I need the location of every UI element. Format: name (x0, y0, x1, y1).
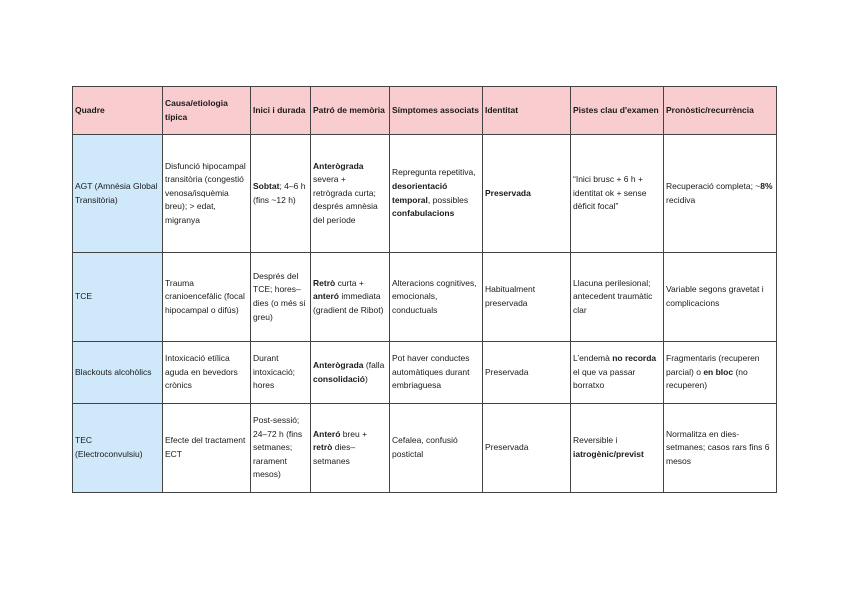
header-cell: Identitat (482, 86, 571, 135)
onset-cell: Durant intoxicació; hores (250, 341, 311, 404)
header-cell: Pronòstic/recurrència (663, 86, 777, 135)
onset-cell: Post-sessió; 24–72 h (fins setmanes; rar… (250, 403, 311, 493)
identity-cell: Preservada (482, 134, 571, 253)
clues-cell: Reversible i iatrogènic/previst (570, 403, 664, 493)
symptoms-cell: Alteracions cognitives, emocionals, cond… (389, 252, 483, 342)
table-row: AGT (Amnèsia Global Transitòria) Disfunc… (72, 134, 777, 253)
cause-cell: Trauma cranioencefàlic (focal hipocampal… (162, 252, 251, 342)
symptoms-cell: Repregunta repetitiva, desorientació tem… (389, 134, 483, 253)
header-cell: Inici i durada (250, 86, 311, 135)
cause-cell: Intoxicació etílica aguda en bevedors cr… (162, 341, 251, 404)
prognosis-cell: Variable segons gravetat i complicacions (663, 252, 777, 342)
table-row: TCE Trauma cranioencefàlic (focal hipoca… (72, 252, 777, 342)
header-cell: Pistes clau d'examen (570, 86, 664, 135)
prognosis-cell: Recuperació completa; ~8% recidiva (663, 134, 777, 253)
prognosis-cell: Normalitza en dies-setmanes; casos rars … (663, 403, 777, 493)
prognosis-cell: Fragmentaris (recuperen parcial) o en bl… (663, 341, 777, 404)
symptoms-cell: Cefalea, confusió postictal (389, 403, 483, 493)
clues-cell: “Inici brusc + 6 h + identitat ok + sens… (570, 134, 664, 253)
memory-cell: Anteró breu + retrò dies–setmanes (310, 403, 390, 493)
row-header: Blackouts alcohòlics (72, 341, 163, 404)
clues-cell: Llacuna perilesional; antecedent traumàt… (570, 252, 664, 342)
row-header: AGT (Amnèsia Global Transitòria) (72, 134, 163, 253)
row-header: TEC (Electroconvulsiu) (72, 403, 163, 493)
cause-cell: Efecte del tractament ECT (162, 403, 251, 493)
identity-cell: Habitualment preservada (482, 252, 571, 342)
memory-cell: Anterògrada severa + retrògrada curta; d… (310, 134, 390, 253)
header-cell: Patró de memòria (310, 86, 390, 135)
identity-cell: Preservada (482, 341, 571, 404)
table-row: TEC (Electroconvulsiu) Efecte del tracta… (72, 403, 777, 493)
header-cell: Causa/etiologia típica (162, 86, 251, 135)
header-cell: Quadre (72, 86, 163, 135)
row-header: TCE (72, 252, 163, 342)
cause-cell: Disfunció hipocampal transitòria (conges… (162, 134, 251, 253)
comparison-table: Quadre Causa/etiologia típica Inici i du… (72, 86, 777, 493)
header-row: Quadre Causa/etiologia típica Inici i du… (72, 86, 777, 135)
symptoms-cell: Pot haver conductes automàtiques durant … (389, 341, 483, 404)
memory-cell: Anterògrada (falla consolidació) (310, 341, 390, 404)
onset-cell: Sobtat; 4–6 h (fins ~12 h) (250, 134, 311, 253)
header-cell: Símptomes associats (389, 86, 483, 135)
table-row: Blackouts alcohòlics Intoxicació etílica… (72, 341, 777, 404)
clues-cell: L’endemà no recorda el que va passar bor… (570, 341, 664, 404)
identity-cell: Preservada (482, 403, 571, 493)
onset-cell: Després del TCE; hores–dies (o més si gr… (250, 252, 311, 342)
memory-cell: Retrò curta + anteró immediata (gradient… (310, 252, 390, 342)
